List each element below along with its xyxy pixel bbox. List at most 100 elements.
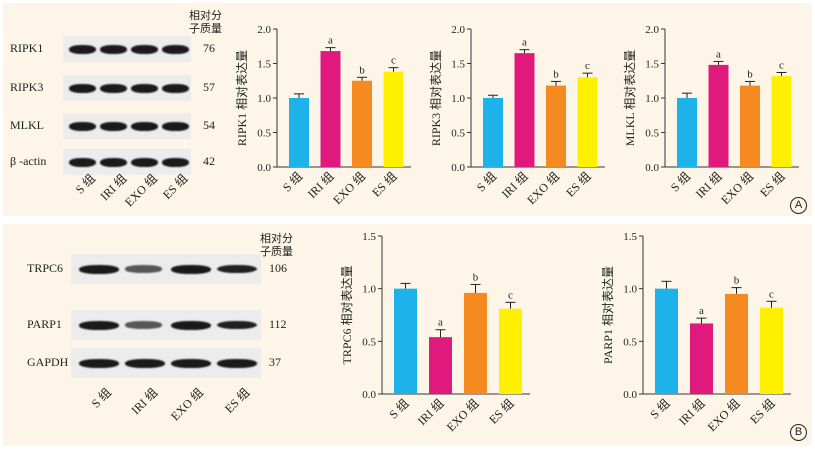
protein-band	[69, 44, 96, 54]
bar	[394, 288, 417, 394]
x-tick-label: S 组	[647, 396, 672, 421]
bar	[708, 64, 729, 167]
y-tick-label: 1.5	[362, 231, 376, 243]
y-axis-label: RIPK3 相对表达量	[429, 50, 443, 146]
x-tick-label: S 组	[386, 396, 411, 421]
mw-value: 54	[203, 118, 215, 132]
y-tick-label: 1.0	[451, 93, 465, 105]
protein-band	[79, 358, 119, 368]
protein-band	[171, 264, 211, 274]
blot-strip	[63, 36, 191, 62]
lane-label: EXO 组	[121, 171, 160, 210]
y-axis-label: RIPK1 相对表达量	[235, 50, 249, 146]
significance-label: a	[699, 305, 704, 317]
mw-value: 42	[203, 154, 215, 168]
y-tick-label: 1.0	[362, 284, 376, 296]
bar	[499, 308, 522, 394]
y-tick-label: 0.5	[645, 128, 659, 140]
blot-label: TRPC6	[27, 261, 64, 275]
protein-band	[131, 83, 158, 93]
significance-label: b	[359, 64, 365, 76]
significance-label: b	[553, 68, 559, 80]
x-tick-label: ES 组	[563, 169, 593, 199]
protein-band	[217, 320, 257, 330]
bar	[725, 293, 748, 394]
x-tick-label: EXO 组	[524, 169, 562, 207]
x-tick-label: S 组	[280, 169, 305, 194]
significance-label: c	[508, 289, 513, 301]
bar	[383, 71, 404, 167]
blot-label: β -actin	[10, 154, 47, 168]
protein-band	[125, 265, 163, 273]
bar	[352, 80, 372, 167]
protein-band	[171, 320, 211, 330]
blot-strip	[71, 254, 261, 284]
mw-header-line: 相对分	[189, 10, 222, 22]
significance-label: a	[438, 317, 443, 329]
mw-value: 76	[203, 41, 215, 55]
y-tick-label: 0.0	[623, 389, 637, 401]
y-tick-label: 2.0	[645, 24, 659, 36]
y-tick-label: 0.5	[362, 336, 376, 348]
protein-band	[162, 157, 189, 167]
y-tick-label: 1.5	[451, 59, 465, 71]
bar	[546, 85, 566, 167]
bar	[577, 77, 598, 167]
mw-header: 相对分 子质量	[189, 10, 222, 36]
y-axis-label: PARP1 相对表达量	[601, 266, 615, 364]
significance-label: b	[747, 68, 753, 80]
significance-label: c	[779, 59, 784, 71]
bar	[514, 53, 535, 167]
bar	[655, 288, 678, 394]
panel-marker-b: B	[790, 424, 807, 441]
protein-band	[162, 83, 189, 93]
blot-strip	[71, 348, 261, 378]
mw-header: 相对分 子质量	[260, 233, 293, 259]
y-tick-label: 0.0	[362, 389, 376, 401]
x-tick-label: ES 组	[369, 169, 399, 199]
y-tick-label: 2.0	[257, 24, 271, 36]
protein-band	[131, 44, 158, 54]
y-tick-label: 0.5	[257, 128, 271, 140]
bar	[429, 337, 452, 394]
protein-band	[125, 321, 163, 329]
protein-band	[162, 121, 189, 131]
lane-label: ES 组	[221, 385, 253, 416]
blot-strip	[71, 310, 261, 340]
protein-band	[79, 264, 119, 274]
bar	[320, 51, 341, 167]
y-axis-label: MLKL 相对表达量	[623, 50, 637, 147]
blot-label: GAPDH	[27, 355, 69, 369]
protein-band	[131, 157, 158, 167]
y-tick-label: 0.0	[257, 162, 271, 174]
protein-band	[131, 121, 158, 131]
y-tick-label: 1.0	[257, 93, 271, 105]
mw-value: 37	[269, 355, 281, 369]
x-tick-label: IRI 组	[415, 396, 447, 428]
blot-label: RIPK1	[10, 41, 44, 55]
significance-label: b	[734, 275, 740, 287]
y-tick-label: 1.5	[623, 231, 637, 243]
x-tick-label: ES 组	[757, 169, 787, 199]
protein-band	[69, 157, 96, 167]
significance-label: c	[585, 60, 590, 72]
protein-band	[100, 83, 127, 93]
blot-strip	[63, 75, 191, 101]
panel-marker-a: A	[790, 197, 807, 214]
y-tick-label: 0.0	[451, 162, 465, 174]
blot-strip	[63, 149, 191, 175]
protein-band	[79, 320, 119, 330]
protein-band	[69, 121, 96, 131]
significance-label: a	[522, 37, 527, 49]
y-tick-label: 0.5	[451, 128, 465, 140]
bar	[740, 85, 760, 167]
bar	[771, 75, 792, 167]
x-tick-label: IRI 组	[676, 396, 708, 428]
mw-value: 112	[269, 317, 287, 331]
protein-band	[100, 44, 127, 54]
x-tick-label: S 组	[474, 169, 499, 194]
protein-band	[125, 358, 165, 368]
significance-label: b	[473, 271, 479, 283]
